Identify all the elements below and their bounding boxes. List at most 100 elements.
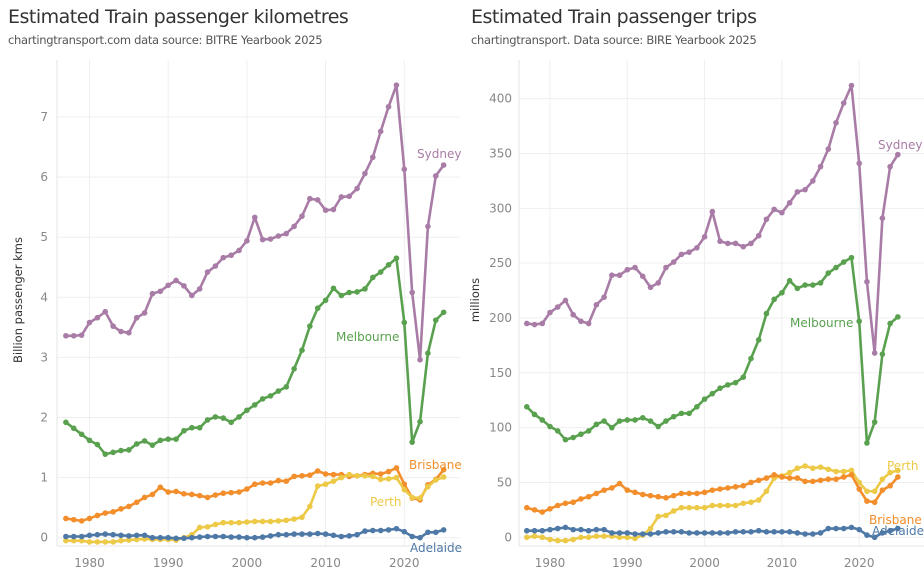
data-point <box>401 166 408 173</box>
data-point <box>585 534 592 541</box>
data-point <box>133 536 140 543</box>
data-point <box>825 525 832 532</box>
series-label-melbourne: Melbourne <box>336 330 399 344</box>
data-point <box>887 320 893 327</box>
data-point <box>531 321 538 328</box>
data-point <box>856 160 862 167</box>
data-point <box>570 311 576 318</box>
data-point <box>259 518 266 525</box>
data-point <box>632 531 638 537</box>
data-point <box>141 494 148 501</box>
data-point <box>149 290 156 297</box>
data-point <box>601 533 607 540</box>
x-tick-label: 1980 <box>74 556 105 570</box>
data-point <box>102 539 109 545</box>
data-point <box>871 488 878 495</box>
data-point <box>401 486 408 493</box>
data-point <box>817 530 824 536</box>
data-point <box>724 382 731 388</box>
data-point <box>307 472 313 478</box>
data-point <box>609 530 615 536</box>
y-tick-label: 300 <box>489 201 512 215</box>
data-point <box>322 471 329 477</box>
data-point <box>833 468 839 475</box>
data-point <box>755 477 762 484</box>
data-point <box>385 468 392 475</box>
data-point <box>70 516 77 523</box>
data-point <box>314 483 321 489</box>
data-point <box>562 524 569 531</box>
chart-0: 1980 1990 2000 2010 2020 0 1 2 3 4 5 6 7 Billion pass… <box>11 60 462 570</box>
data-point <box>181 283 187 289</box>
series-melbourne: Melbourne <box>63 255 447 457</box>
data-point <box>786 277 793 284</box>
data-point <box>840 100 847 106</box>
series-label-sydney: Sydney <box>417 147 461 161</box>
data-point <box>647 492 654 499</box>
data-point <box>647 525 654 532</box>
data-point <box>362 286 368 292</box>
data-point <box>539 534 546 541</box>
data-point <box>94 539 101 545</box>
data-point <box>283 384 290 390</box>
data-point <box>126 503 132 510</box>
data-point <box>338 533 345 540</box>
data-point <box>840 525 847 532</box>
data-point <box>717 238 723 245</box>
data-point <box>717 486 723 492</box>
data-point <box>771 296 777 303</box>
data-point <box>639 414 646 421</box>
series-sydney: Sydney <box>63 82 461 363</box>
data-point <box>632 535 638 542</box>
data-point <box>259 396 266 402</box>
data-point <box>779 289 785 296</box>
series-perth: Perth <box>63 471 447 545</box>
data-point <box>632 417 638 423</box>
data-point <box>771 206 777 213</box>
y-tick-label: 400 <box>489 92 512 106</box>
data-point <box>322 531 329 537</box>
data-point <box>110 539 116 545</box>
data-point <box>616 418 623 424</box>
data-point <box>694 504 700 511</box>
data-point <box>385 262 392 268</box>
data-point <box>755 232 762 239</box>
data-point <box>228 489 234 496</box>
data-point <box>593 490 600 497</box>
series-label-perth: Perth <box>370 495 401 509</box>
data-point <box>244 534 250 541</box>
data-point <box>133 314 140 321</box>
data-point <box>686 249 692 255</box>
data-point <box>554 525 561 532</box>
data-point <box>663 512 669 519</box>
data-point <box>354 185 360 192</box>
data-point <box>228 252 234 259</box>
data-point <box>601 487 607 493</box>
data-point <box>275 233 282 239</box>
data-point <box>694 244 700 251</box>
data-point <box>157 534 164 541</box>
data-point <box>810 531 816 537</box>
data-point <box>531 527 538 534</box>
data-point <box>70 533 77 540</box>
data-point <box>871 499 878 506</box>
data-point <box>794 285 801 292</box>
data-point <box>118 506 124 512</box>
data-point <box>570 536 576 543</box>
x-tick-label: 1990 <box>612 556 643 570</box>
data-point <box>524 404 530 410</box>
data-point <box>833 264 839 271</box>
data-point <box>173 488 179 495</box>
data-point <box>748 355 754 362</box>
data-point <box>126 329 132 336</box>
data-point <box>895 474 901 480</box>
data-point <box>817 280 824 286</box>
data-point <box>110 531 116 538</box>
data-point <box>322 207 329 213</box>
data-point <box>670 259 677 265</box>
data-point <box>879 215 886 221</box>
data-point <box>86 539 93 545</box>
data-point <box>748 479 754 486</box>
y-tick-label: 4 <box>40 290 48 304</box>
data-point <box>856 318 862 325</box>
